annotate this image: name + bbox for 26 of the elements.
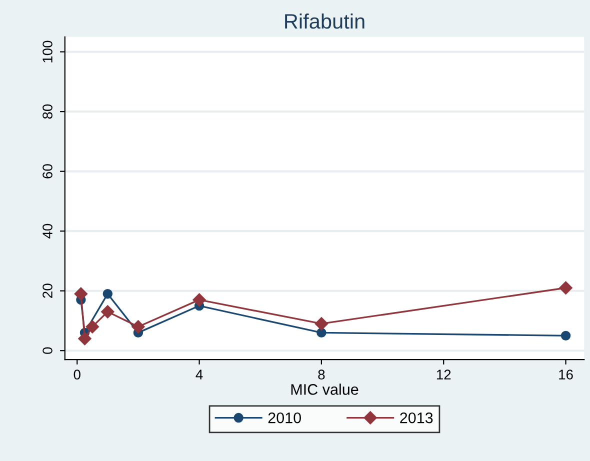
point [316, 328, 326, 338]
point [74, 287, 88, 300]
y-tick-label: 80 [42, 104, 52, 119]
y-tick-label: 20 [42, 284, 52, 298]
point [78, 332, 92, 346]
point [559, 281, 572, 294]
x-tick-label: 8 [318, 370, 325, 380]
y-tick-label: 100 [42, 40, 52, 62]
point [132, 320, 145, 334]
x-tick-label: 16 [559, 370, 573, 380]
legend-label: 2013 [400, 412, 433, 424]
point [192, 293, 206, 306]
point [102, 288, 113, 299]
x-tick-label: 0 [74, 370, 80, 380]
x-tick-label: 4 [196, 370, 203, 380]
x-axis-title: MIC value [291, 384, 358, 395]
y-tick-label: 40 [42, 224, 52, 238]
x-tick-label: 12 [436, 370, 451, 380]
y-tick-label: 0 [42, 347, 52, 354]
legend-label: 2010 [268, 412, 301, 424]
point [560, 330, 571, 341]
point [314, 317, 328, 330]
point [101, 305, 114, 318]
y-tick-label: 60 [42, 164, 52, 178]
chart-title: Rifabutin [285, 13, 364, 29]
point [86, 320, 99, 334]
